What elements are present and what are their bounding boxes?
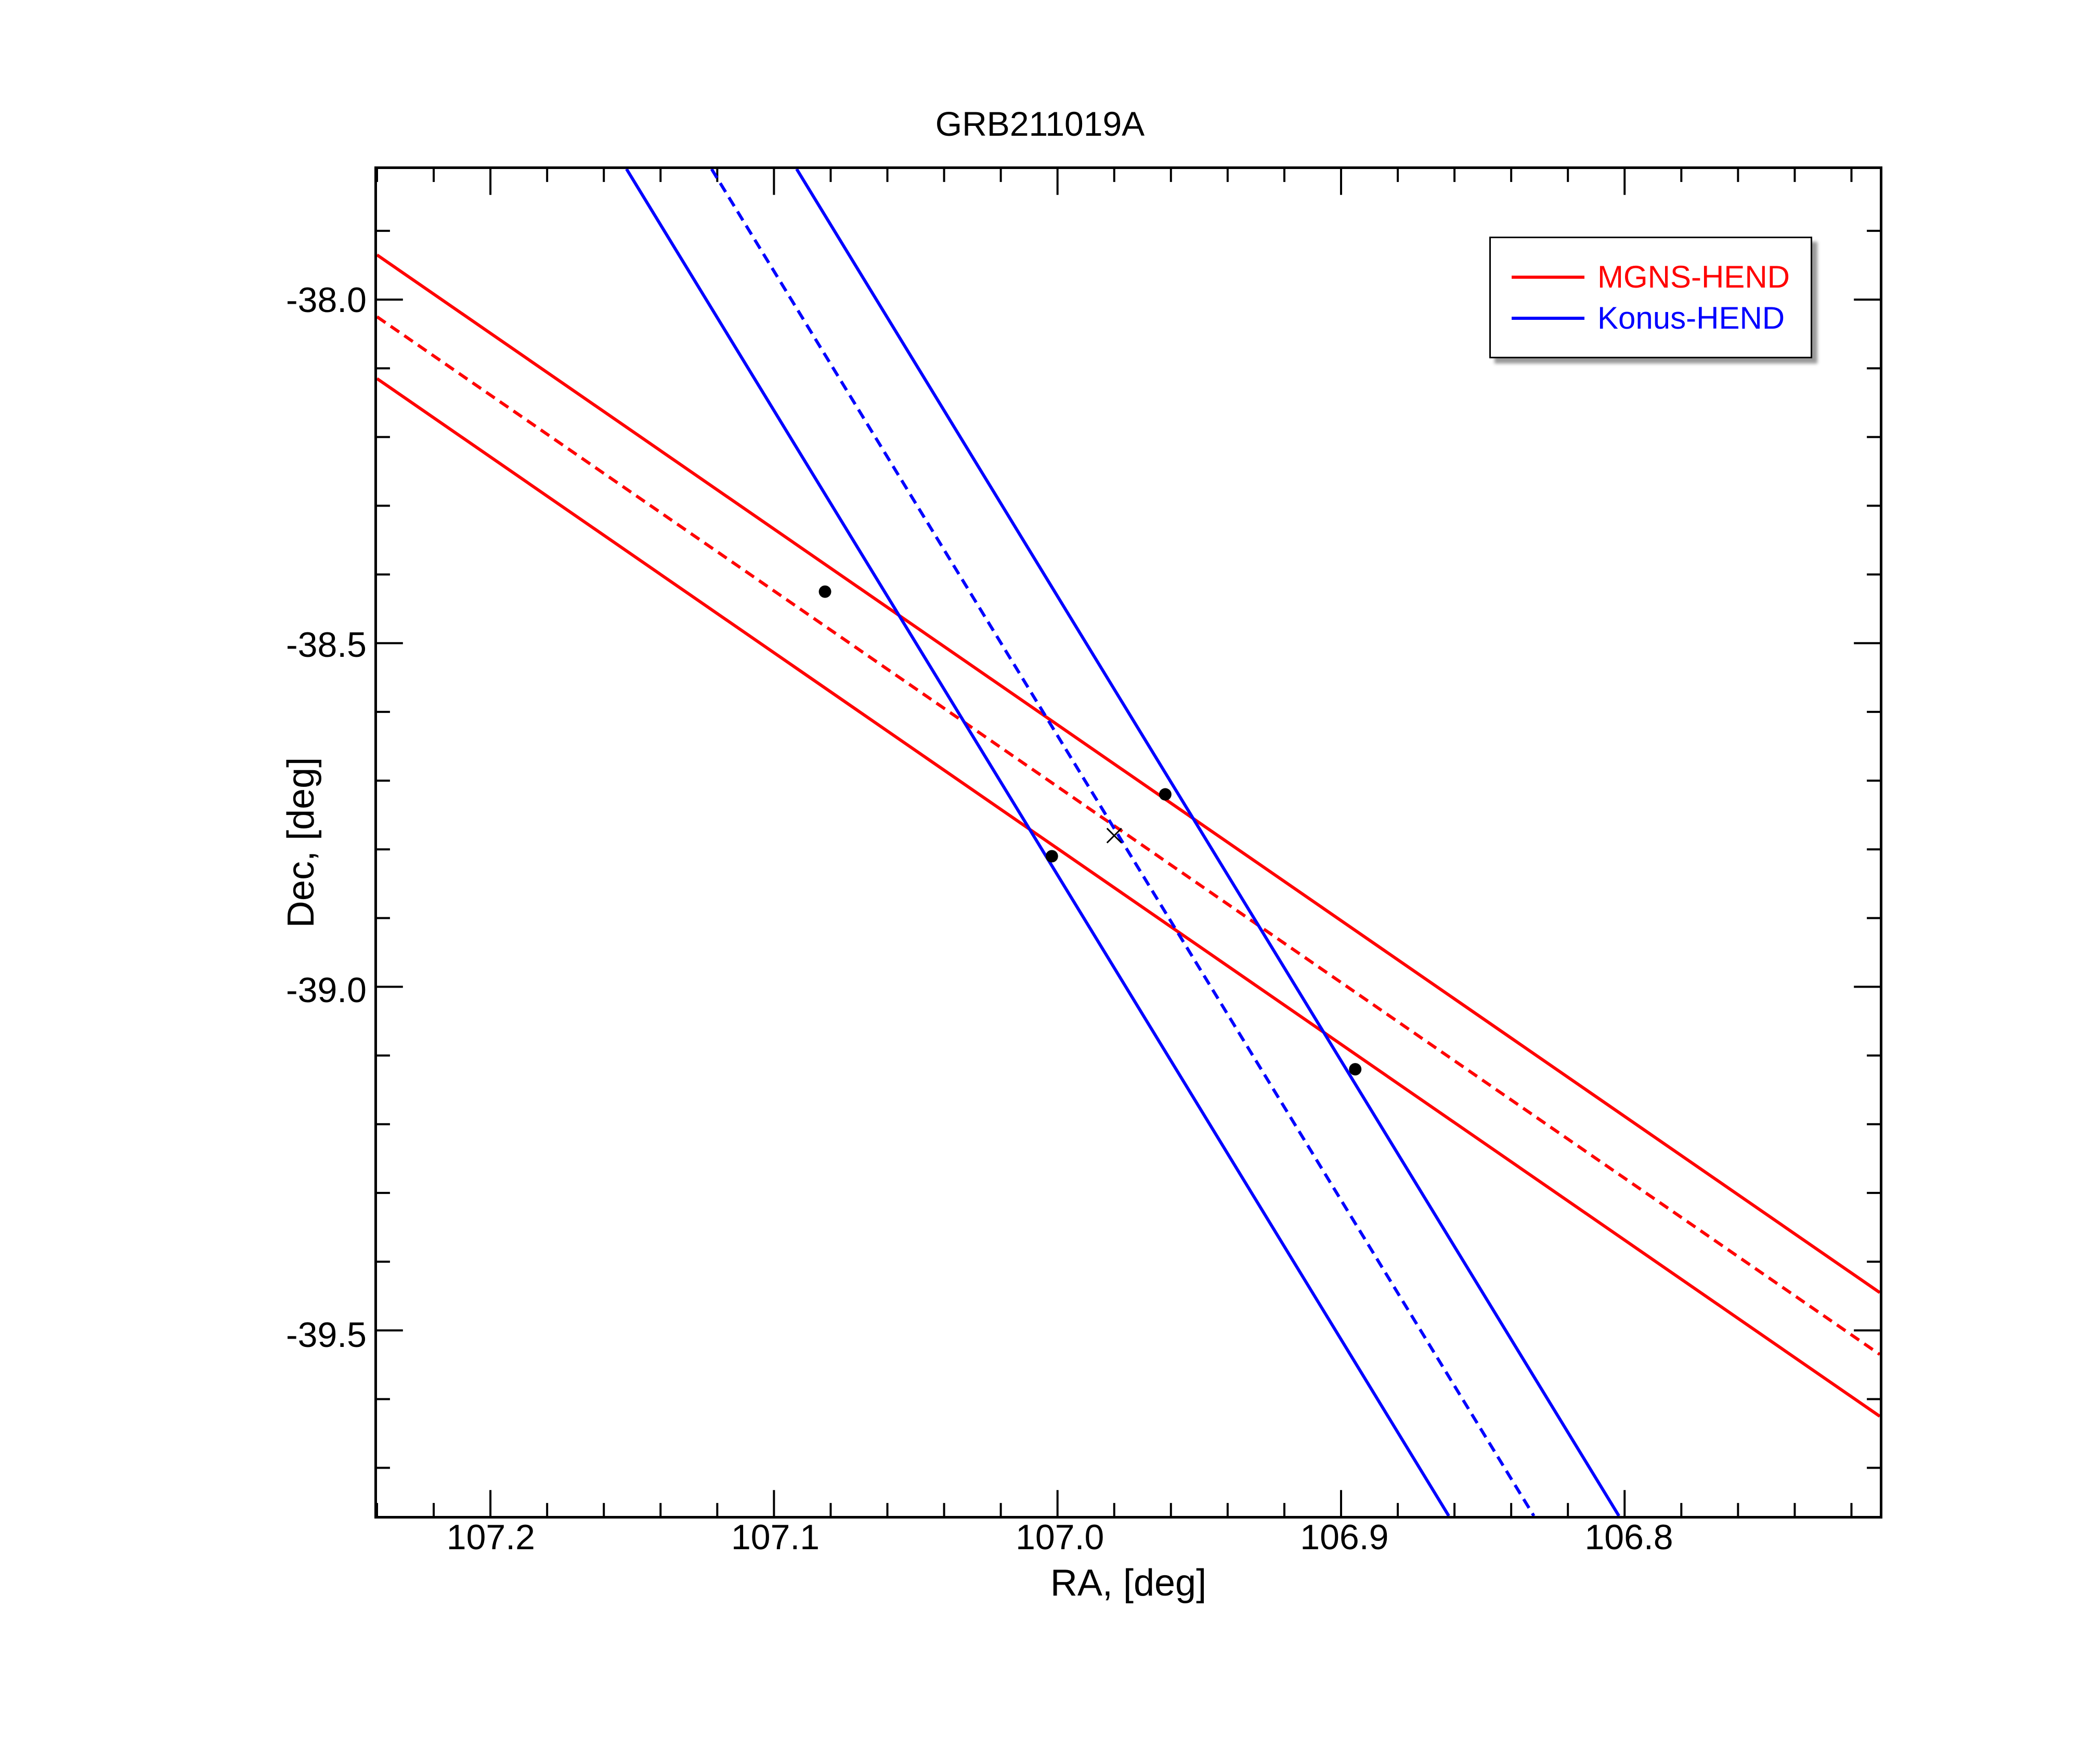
chart-container: GRB211019A RA, [deg] Dec, [deg] 107.2107… — [156, 104, 1924, 1664]
x-tick-label: 106.8 — [1584, 1517, 1673, 1558]
legend-line-0 — [1512, 276, 1584, 279]
x-tick-label: 107.1 — [731, 1517, 820, 1558]
series-line — [377, 379, 1880, 1416]
x-tick-label: 106.9 — [1300, 1517, 1388, 1558]
plot-svg — [377, 169, 1880, 1516]
intersection-dot — [1349, 1063, 1361, 1075]
ticks-group — [377, 169, 1880, 1516]
legend-row-0: MGNS-HEND — [1512, 259, 1790, 295]
series-line — [711, 169, 1533, 1516]
intersection-dot — [1159, 788, 1172, 801]
legend-row-1: Konus-HEND — [1512, 300, 1790, 336]
legend-label-0: MGNS-HEND — [1597, 259, 1790, 295]
intersection-dot — [1046, 850, 1058, 862]
series-line — [627, 169, 1449, 1516]
legend: MGNS-HEND Konus-HEND — [1489, 237, 1812, 358]
legend-label-1: Konus-HEND — [1597, 300, 1785, 336]
chart-title: GRB211019A — [935, 104, 1145, 144]
lines-group — [377, 169, 1880, 1516]
x-axis-label: RA, [deg] — [1050, 1562, 1206, 1604]
y-axis-label: Dec, [deg] — [280, 757, 322, 928]
y-tick-label: -39.0 — [273, 970, 367, 1010]
y-tick-label: -38.0 — [273, 280, 367, 320]
series-line — [377, 317, 1880, 1354]
plot-area: RA, [deg] Dec, [deg] 107.2107.1107.0106.… — [374, 166, 1882, 1519]
x-tick-label: 107.0 — [1016, 1517, 1104, 1558]
y-tick-label: -38.5 — [273, 625, 367, 665]
x-tick-label: 107.2 — [447, 1517, 535, 1558]
series-line — [377, 255, 1880, 1292]
y-tick-label: -39.5 — [273, 1315, 367, 1355]
series-line — [797, 169, 1619, 1516]
intersection-dot — [819, 586, 831, 598]
legend-line-1 — [1512, 317, 1584, 320]
